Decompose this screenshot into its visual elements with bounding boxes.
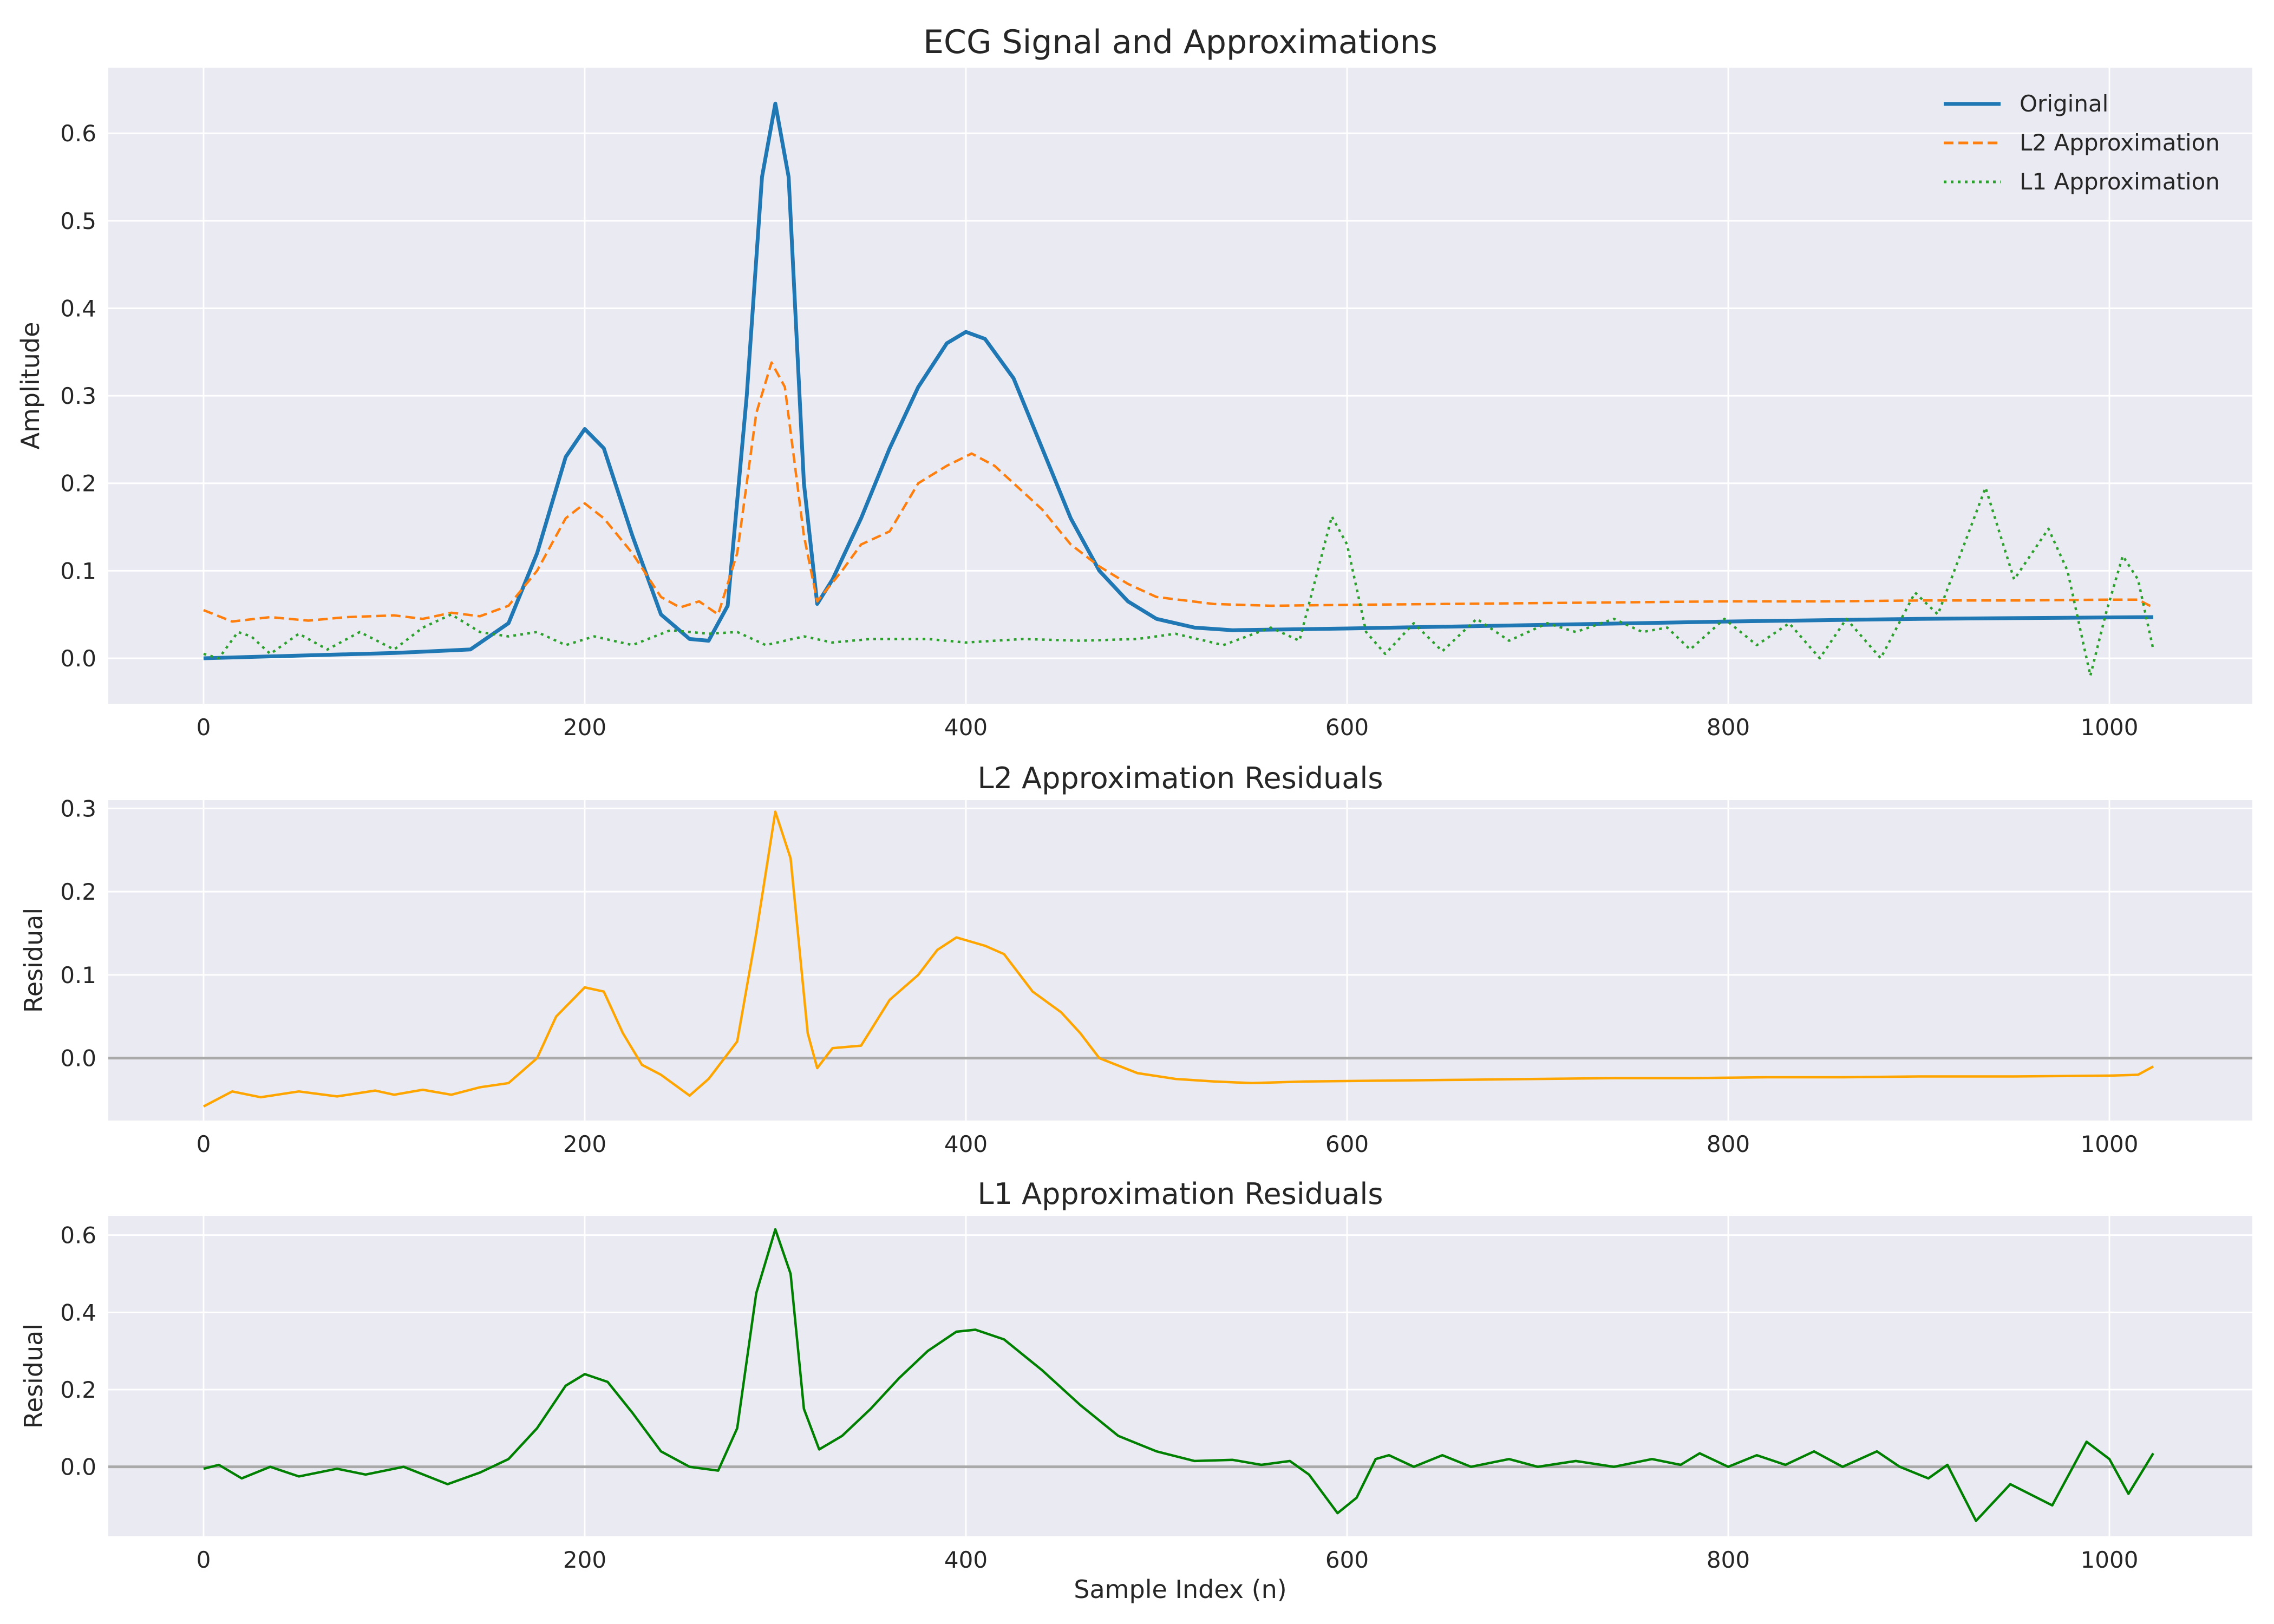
chart-title: L2 Approximation Residuals [978, 761, 1383, 795]
y-tick-label: 0.1 [60, 558, 96, 584]
x-tick-label: 600 [1325, 714, 1369, 741]
y-axis-label: Residual [19, 1324, 48, 1429]
tick-labels: 0 200 400 600 800 1000 0.0 0.1 0.2 0.3 0.4 0.5 0.6 [60, 120, 2138, 741]
x-tick-label: 0 [197, 714, 211, 741]
x-tick-label: 800 [1707, 1547, 1750, 1573]
ecg-signal-panel: 0 200 400 600 800 1000 0.0 0.1 0.2 0.3 0.4 0.5 0.6 E… [16, 23, 2252, 741]
y-tick-label: 0.3 [60, 383, 96, 409]
y-tick-label: 0.2 [60, 879, 96, 905]
x-axis-label: Sample Index (n) [1074, 1575, 1286, 1604]
l1-residuals-panel: 0 200 400 600 800 1000 0.0 0.2 0.4 0.6 L1 Approxi… [19, 1177, 2252, 1604]
y-tick-label: 0.0 [60, 1454, 96, 1481]
tick-labels: 0 200 400 600 800 1000 0.0 0.1 0.2 0.3 [60, 795, 2138, 1157]
plot-area [108, 1216, 2252, 1536]
x-tick-label: 800 [1707, 714, 1750, 741]
x-tick-label: 600 [1325, 1131, 1369, 1157]
series-line-l2-approximation [203, 361, 2154, 623]
legend: Original L2 Approximation L1 Approximati… [1944, 90, 2220, 195]
x-tick-label: 800 [1707, 1131, 1750, 1157]
x-tick-label: 0 [197, 1131, 211, 1157]
x-tick-label: 200 [563, 1131, 606, 1157]
x-tick-label: 200 [563, 1547, 606, 1573]
tick-labels: 0 200 400 600 800 1000 0.0 0.2 0.4 0.6 [60, 1222, 2138, 1573]
y-tick-label: 0.2 [60, 1377, 96, 1403]
y-tick-label: 0.2 [60, 470, 96, 497]
y-tick-label: 0.0 [60, 1045, 96, 1072]
y-axis-label: Residual [19, 908, 48, 1013]
legend-label-l1: L1 Approximation [2020, 168, 2220, 195]
plot-area [108, 800, 2252, 1121]
chart-title: ECG Signal and Approximations [923, 23, 1437, 61]
y-tick-label: 0.5 [60, 208, 96, 234]
y-tick-label: 0.6 [60, 120, 96, 147]
x-tick-label: 400 [944, 1547, 988, 1573]
y-tick-label: 0.6 [60, 1222, 96, 1249]
x-tick-label: 400 [944, 1131, 988, 1157]
x-tick-label: 600 [1325, 1547, 1369, 1573]
series-lines [202, 810, 2154, 1108]
series-line-l2-approximation-residuals [202, 810, 2154, 1108]
y-tick-label: 0.4 [60, 1299, 96, 1326]
series-lines [203, 1228, 2154, 1522]
l2-residuals-panel: 0 200 400 600 800 1000 0.0 0.1 0.2 0.3 L2 Approxi… [19, 761, 2252, 1157]
x-tick-label: 1000 [2081, 714, 2139, 741]
legend-label-l2: L2 Approximation [2020, 129, 2220, 156]
y-tick-label: 0.1 [60, 962, 96, 988]
x-tick-label: 400 [944, 714, 988, 741]
series-lines [203, 101, 2155, 677]
series-line-l1-approximation-residuals [203, 1228, 2154, 1522]
y-tick-label: 0.0 [60, 645, 96, 672]
y-tick-label: 0.3 [60, 795, 96, 822]
legend-label-original: Original [2020, 90, 2108, 117]
x-tick-label: 1000 [2081, 1547, 2139, 1573]
y-axis-label: Amplitude [16, 322, 45, 450]
y-tick-label: 0.4 [60, 295, 96, 322]
chart-title: L1 Approximation Residuals [978, 1177, 1383, 1211]
x-tick-label: 200 [563, 714, 606, 741]
grid-lines [108, 68, 2252, 704]
plot-area [108, 68, 2252, 704]
x-tick-label: 1000 [2081, 1131, 2139, 1157]
x-tick-label: 0 [197, 1547, 211, 1573]
